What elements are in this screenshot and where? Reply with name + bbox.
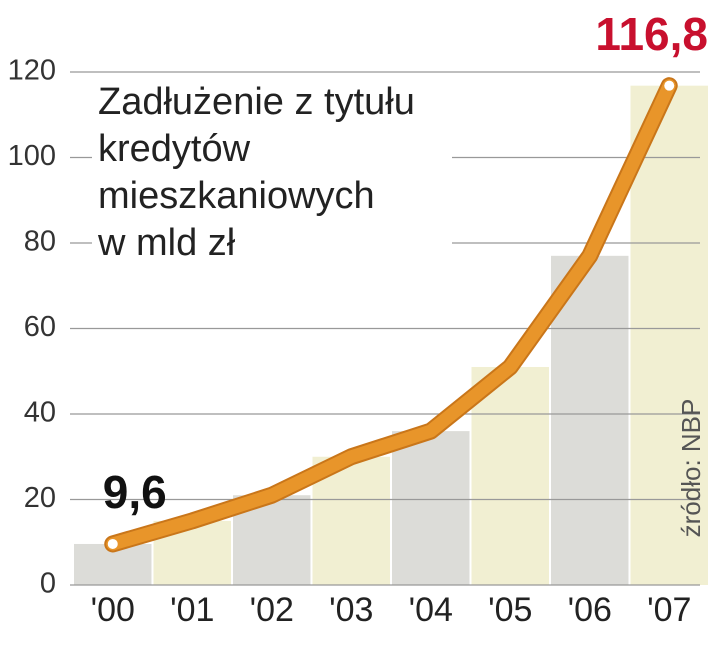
x-tick-label: '06 — [568, 591, 612, 629]
title-background — [92, 82, 452, 272]
y-tick-label: 120 — [8, 55, 56, 87]
line — [106, 79, 676, 551]
end-point — [664, 80, 675, 91]
x-tick-label: '03 — [329, 591, 373, 629]
chart-title: mieszkaniowych — [98, 175, 375, 217]
y-tick-label: 60 — [24, 311, 56, 343]
chart-title: w mld zł — [97, 222, 236, 264]
data-label: 9,6 — [103, 466, 167, 518]
end-point — [107, 538, 118, 549]
bars — [74, 85, 708, 586]
bar — [471, 366, 549, 585]
y-tick-label: 20 — [24, 482, 56, 514]
data-label: 116,8 — [595, 8, 708, 60]
x-tick-label: '04 — [409, 591, 453, 629]
bar — [392, 431, 470, 585]
chart-title: kredytów — [98, 128, 251, 170]
y-tick-label: 0 — [40, 568, 56, 600]
bar — [551, 255, 629, 585]
foreground: 0 20 40 60 80 100 120 Zadłużenie z tytułu kredyt… — [8, 8, 708, 629]
y-tick-label: 40 — [24, 397, 56, 429]
x-tick-label: '02 — [250, 591, 294, 629]
x-tick-label: '07 — [647, 591, 691, 629]
y-tick-label: 100 — [8, 140, 56, 172]
y-tick-label: 80 — [24, 226, 56, 258]
source: źródło: NBP — [676, 399, 706, 538]
x-tick-label: '05 — [488, 591, 532, 629]
bar — [630, 85, 708, 586]
x-tick-label: '01 — [170, 591, 214, 629]
x-tick-label: '00 — [91, 591, 135, 629]
chart-title: Zadłużenie z tytułu — [98, 81, 415, 123]
